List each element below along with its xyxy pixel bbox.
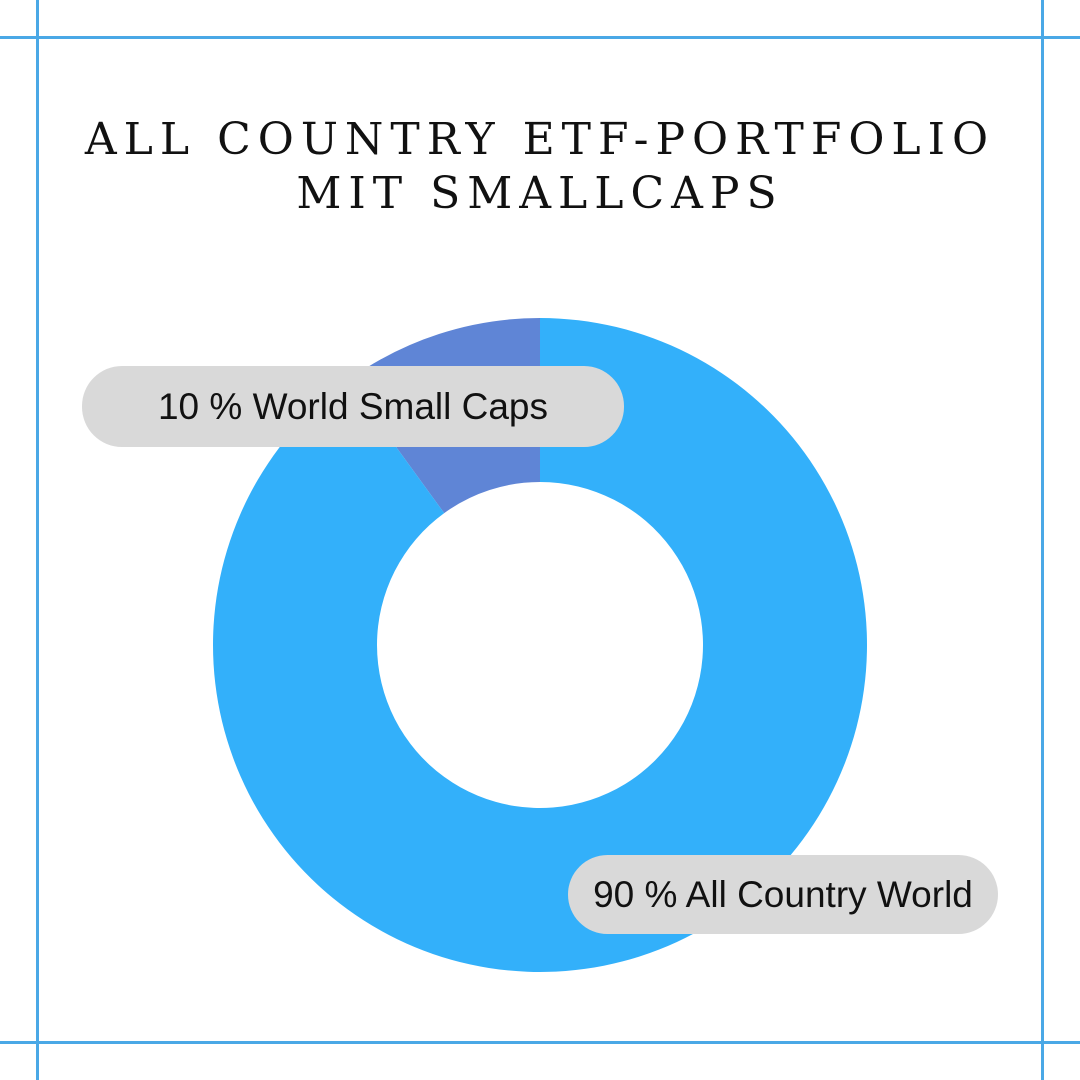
frame-line-right: [1041, 0, 1044, 1080]
donut-slice-all-country-world: [213, 318, 868, 972]
frame-line-left: [36, 0, 39, 1080]
frame-line-bottom: [0, 1041, 1080, 1044]
chart-title-line-2: MIT SMALLCAPS: [296, 168, 784, 219]
slice-label-text-world-small-caps: 10 % World Small Caps: [157, 385, 549, 427]
slice-label-text-all-country-world: 90 % All Country World: [593, 873, 973, 915]
slice-label-all-country-world: 90 % All Country World: [568, 855, 998, 934]
slice-label-world-small-caps: 10 % World Small Caps: [82, 366, 624, 447]
chart-title-line-1: ALL COUNTRY ETF-PORTFOLIO: [84, 114, 996, 165]
frame-line-top: [0, 36, 1080, 39]
